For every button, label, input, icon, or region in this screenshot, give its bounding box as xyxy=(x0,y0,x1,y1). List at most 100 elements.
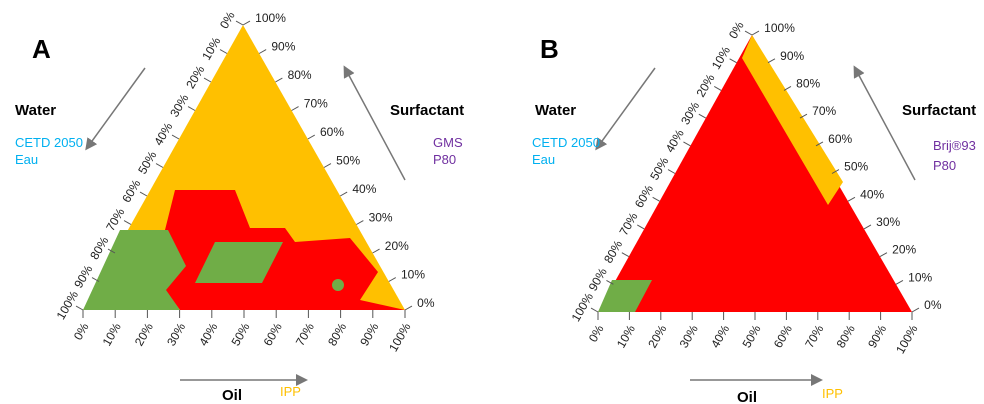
tick-label: 100% xyxy=(764,21,795,35)
ternary-b xyxy=(595,35,916,386)
tick-label: 100% xyxy=(255,11,286,25)
legend-item: IPP xyxy=(280,384,301,399)
tick-label: 10% xyxy=(100,320,124,348)
tick-label: 100% xyxy=(893,322,921,356)
arrow xyxy=(85,67,146,151)
tick-label: 30% xyxy=(876,215,900,229)
tick-label: 50% xyxy=(135,148,159,176)
tick-label: 40% xyxy=(151,120,175,148)
ternary-a xyxy=(83,25,406,386)
tick-label: 40% xyxy=(352,182,376,196)
region xyxy=(83,230,186,310)
tick-label: 0% xyxy=(726,19,747,41)
legend-item: CETD 2050 xyxy=(532,135,600,150)
tick-label: 70% xyxy=(812,104,836,118)
tick-label: 60% xyxy=(771,322,795,350)
axis-title: Oil xyxy=(222,387,242,404)
tick-mark xyxy=(307,134,316,140)
tick-mark xyxy=(911,307,920,313)
tick-label: 90% xyxy=(865,322,889,350)
tick-label: 60% xyxy=(632,182,656,210)
tick-label: 30% xyxy=(678,99,702,127)
tick-label: 100% xyxy=(569,290,597,324)
tick-label: 50% xyxy=(647,154,671,182)
arrow xyxy=(595,67,656,151)
tick-label: 50% xyxy=(739,322,763,350)
tick-mark xyxy=(171,134,180,140)
tick-label: 40% xyxy=(708,322,732,350)
tick-label: 90% xyxy=(271,40,295,54)
axis-title: Surfactant xyxy=(902,102,976,119)
tick-label: 0% xyxy=(71,320,92,342)
arrow xyxy=(853,65,916,181)
tick-label: 70% xyxy=(304,97,328,111)
tick-mark xyxy=(75,305,84,311)
tick-label: 10% xyxy=(199,34,223,62)
tick-label: 0% xyxy=(217,9,238,31)
arrow xyxy=(343,65,406,181)
tick-mark xyxy=(831,169,840,174)
tick-mark xyxy=(356,220,364,225)
tick-mark xyxy=(323,163,332,168)
tick-label: 10% xyxy=(401,268,425,282)
region xyxy=(598,35,912,312)
tick-label: 10% xyxy=(709,44,733,72)
legend-item: Eau xyxy=(15,152,38,167)
tick-mark xyxy=(667,169,676,174)
panel-label: B xyxy=(540,34,559,64)
tick-label: 60% xyxy=(119,177,143,205)
tick-label: 10% xyxy=(614,322,638,350)
tick-label: 70% xyxy=(293,320,317,348)
axis-title: Surfactant xyxy=(390,102,464,119)
axis-title: Water xyxy=(15,102,56,119)
tick-mark xyxy=(155,163,164,168)
tick-mark xyxy=(652,196,660,202)
legend-item: P80 xyxy=(933,158,956,173)
region xyxy=(742,35,843,205)
tick-label: 20% xyxy=(132,320,156,348)
tick-label: 50% xyxy=(336,154,360,168)
tick-mark xyxy=(895,279,904,285)
tick-label: 30% xyxy=(369,211,393,225)
tick-mark xyxy=(219,49,228,54)
tick-mark xyxy=(372,248,380,254)
tick-label: 60% xyxy=(828,132,852,146)
tick-label: 90% xyxy=(71,262,95,290)
tick-label: 80% xyxy=(601,238,625,266)
tick-mark xyxy=(713,86,722,91)
tick-label: 0% xyxy=(924,298,942,312)
legend-item: Eau xyxy=(532,152,555,167)
tick-mark xyxy=(404,305,413,311)
tick-label: 70% xyxy=(802,322,826,350)
tick-label: 60% xyxy=(320,125,344,139)
legend-item: P80 xyxy=(433,152,456,167)
tick-label: 20% xyxy=(693,71,717,99)
tick-label: 60% xyxy=(261,320,285,348)
tick-label: 0% xyxy=(586,322,607,344)
tick-mark xyxy=(139,191,148,197)
tick-mark xyxy=(107,248,116,254)
tick-mark xyxy=(388,277,397,282)
tick-label: 90% xyxy=(586,265,610,293)
axis-title: Water xyxy=(535,102,576,119)
tick-mark xyxy=(683,141,691,147)
tick-mark xyxy=(799,113,808,119)
tick-label: 50% xyxy=(844,160,868,174)
tick-label: 40% xyxy=(663,127,687,155)
tick-label: 40% xyxy=(196,320,220,348)
axis-title: Oil xyxy=(737,389,757,404)
tick-label: 70% xyxy=(103,205,127,233)
tick-mark xyxy=(744,30,753,36)
tick-label: 80% xyxy=(796,77,820,91)
tick-label: 50% xyxy=(228,320,252,348)
tick-label: 80% xyxy=(834,322,858,350)
tick-label: 0% xyxy=(417,296,435,310)
tick-label: 90% xyxy=(780,49,804,63)
tick-mark xyxy=(729,58,737,64)
tick-label: 20% xyxy=(645,322,669,350)
tick-label: 100% xyxy=(386,320,414,354)
tick-mark xyxy=(242,20,251,26)
tick-mark xyxy=(590,307,599,313)
tick-mark xyxy=(698,113,707,119)
tick-label: 70% xyxy=(616,210,640,238)
